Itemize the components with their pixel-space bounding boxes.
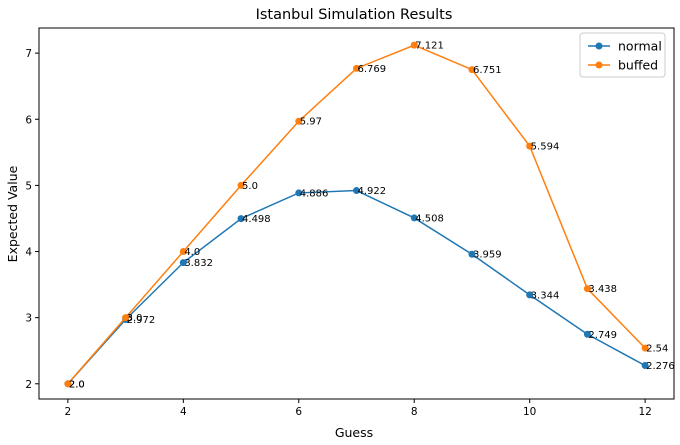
data-label-buffed: 5.594: [531, 142, 560, 153]
series-line-normal: [67, 189, 646, 385]
legend-label-normal: normal: [618, 39, 662, 54]
data-point-normal: [468, 250, 476, 258]
data-point-normal: [641, 362, 649, 370]
series-line-buffed: [67, 44, 646, 385]
data-point-buffed: [410, 41, 418, 49]
data-label-buffed: 4.0: [184, 247, 200, 258]
data-label-buffed: 7.121: [415, 41, 444, 52]
data-point-normal: [237, 215, 245, 223]
data-point-normal: [526, 291, 534, 299]
data-label-buffed: 3.0: [127, 313, 143, 324]
y-tick-label: 7: [25, 48, 32, 60]
data-label-normal: 2.0: [69, 379, 85, 390]
plot-frame: [38, 27, 675, 400]
x-tick-label: 2: [65, 406, 72, 418]
data-label-normal: 3.832: [184, 258, 213, 269]
data-label-normal: 2.972: [127, 315, 156, 326]
data-label-normal: 4.498: [242, 214, 271, 225]
data-point-buffed: [64, 380, 72, 388]
data-label-normal: 2.276: [646, 361, 675, 372]
data-label-normal: 3.959: [473, 250, 502, 261]
data-label-normal: 3.344: [531, 290, 560, 301]
data-point-normal: [295, 189, 303, 197]
data-label-buffed: 2.54: [646, 344, 668, 355]
data-label-buffed: 6.751: [473, 65, 502, 76]
data-point-normal: [583, 330, 591, 338]
data-point-buffed: [583, 285, 591, 293]
data-point-buffed: [122, 314, 130, 322]
x-tick-label: 4: [180, 406, 187, 418]
data-label-buffed: 5.97: [300, 117, 322, 128]
data-label-normal: 2.749: [588, 330, 617, 341]
y-tick-label: 4: [25, 247, 32, 259]
legend-label-buffed: buffed: [618, 58, 658, 73]
data-point-buffed: [295, 117, 303, 125]
y-tick-label: 5: [25, 180, 32, 192]
chart-title: Istanbul Simulation Results: [256, 7, 453, 23]
x-tick-label: 12: [638, 406, 651, 418]
data-point-buffed: [641, 344, 649, 352]
data-label-normal: 4.922: [358, 186, 387, 197]
data-label-buffed: 2.0: [69, 379, 85, 390]
data-point-buffed: [237, 181, 245, 189]
x-tick-label: 10: [523, 406, 536, 418]
data-point-normal: [353, 187, 360, 195]
data-label-buffed: 3.438: [588, 284, 617, 295]
data-point-normal: [410, 214, 418, 222]
x-tick-label: 8: [411, 406, 418, 418]
y-tick-label: 2: [25, 379, 32, 391]
data-point-buffed: [468, 66, 476, 74]
legend-marker-normal: [595, 42, 603, 50]
data-point-normal: [179, 259, 187, 267]
data-point-buffed: [526, 142, 534, 150]
data-point-buffed: [179, 248, 187, 256]
x-tick-label: 6: [295, 406, 302, 418]
y-axis-label: Expected Value: [5, 165, 20, 262]
plot-area: 2 4 6 8 10 12 2 3 4 5 6 7 2.0 2.972 3.832 4.498 4.886 4.9…: [25, 27, 675, 418]
data-label-buffed: 5.0: [242, 181, 258, 192]
legend-marker-buffed: [595, 61, 603, 69]
data-point-buffed: [353, 64, 360, 72]
data-label-buffed: 6.769: [358, 64, 387, 75]
y-tick-label: 3: [25, 313, 32, 325]
legend: normal buffed: [579, 32, 666, 78]
data-label-normal: 4.508: [415, 213, 444, 224]
data-label-normal: 4.886: [300, 188, 329, 199]
y-tick-label: 6: [25, 114, 32, 126]
x-axis-label: Guess: [335, 425, 373, 440]
